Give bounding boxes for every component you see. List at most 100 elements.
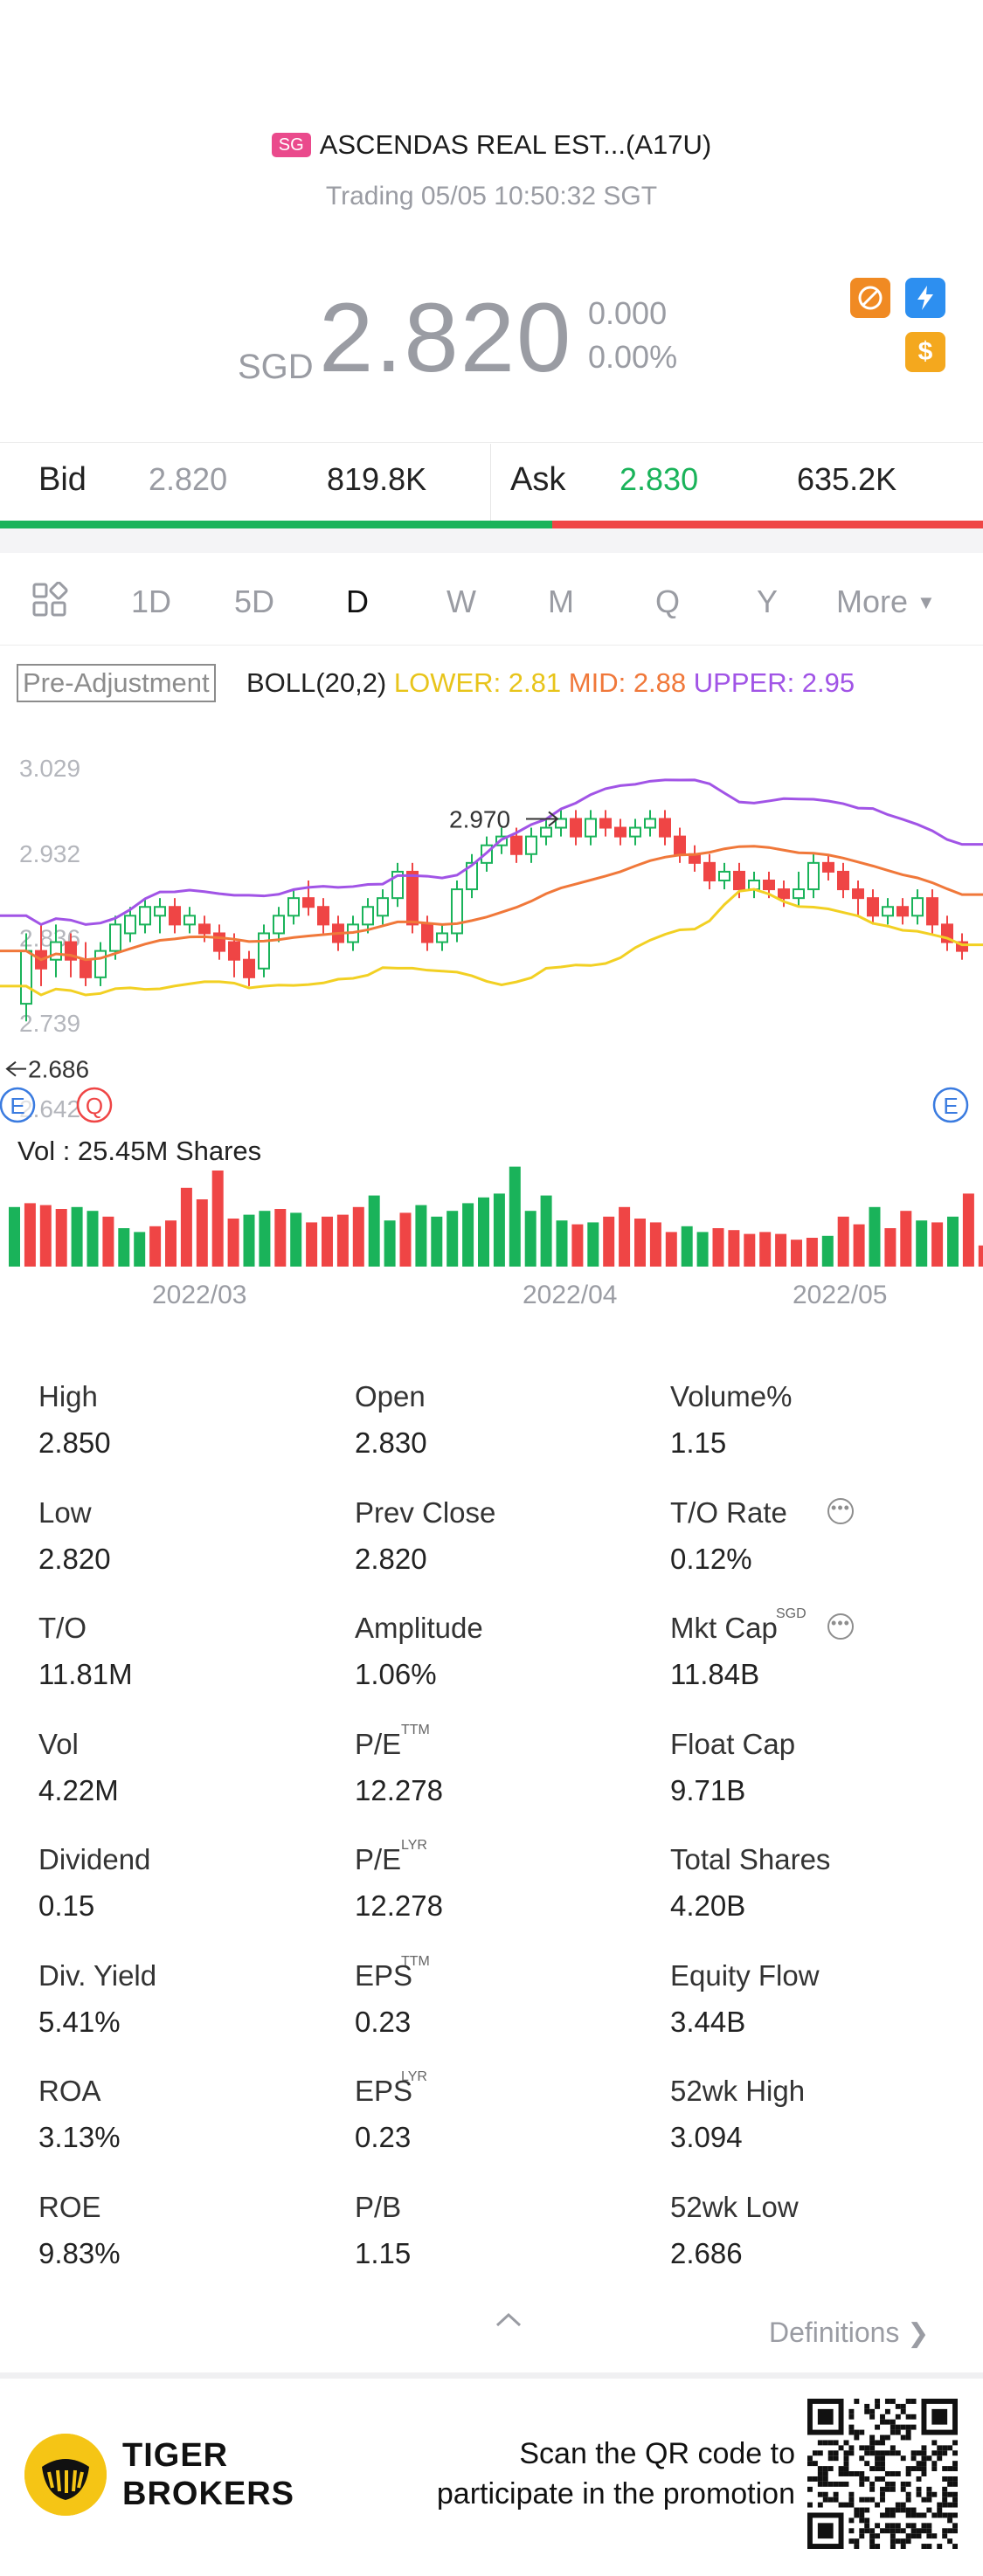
qr-module (916, 2486, 922, 2492)
stat-label: T/O (38, 1612, 87, 1644)
qr-module (875, 2450, 881, 2456)
candle-body (867, 897, 879, 917)
qr-module (859, 2445, 865, 2451)
qr-module (900, 2507, 906, 2513)
tab-q[interactable]: Q (655, 584, 681, 619)
candle-body (50, 941, 62, 961)
qr-module (807, 2476, 813, 2482)
qr-module (952, 2528, 958, 2534)
volume-bar (587, 1222, 599, 1267)
boll-mid-line (0, 845, 983, 962)
tab-m[interactable]: M (548, 584, 574, 619)
qr-module (952, 2450, 958, 2456)
qr-module (827, 2450, 834, 2456)
more-info-icon[interactable]: ••• (827, 1613, 854, 1640)
qr-module (947, 2528, 953, 2534)
tab-1d[interactable]: 1D (131, 584, 172, 619)
tab-d[interactable]: D (346, 584, 369, 619)
tab-y[interactable]: Y (757, 584, 779, 619)
qr-module (942, 2466, 948, 2472)
volume-bar (869, 1206, 881, 1267)
candle-body (956, 941, 968, 952)
qr-module (864, 2445, 870, 2451)
stat-superscript: LYR (401, 1838, 427, 1853)
stat-label: Mkt Cap (670, 1612, 778, 1644)
qr-module (875, 2466, 881, 2472)
qr-module (812, 2476, 818, 2482)
qr-module (942, 2486, 948, 2492)
qr-module (916, 2491, 922, 2497)
qr-module (942, 2491, 948, 2497)
stat-label: Amplitude (355, 1612, 483, 1644)
qr-module (864, 2497, 870, 2503)
tab-5d[interactable]: 5D (234, 584, 275, 619)
stat-label: ROE (38, 2190, 101, 2223)
volume-bar (791, 1240, 802, 1267)
qr-module (890, 2523, 896, 2529)
candle-body (406, 870, 419, 926)
ask-size: 635.2K (797, 461, 897, 497)
volume-bar (681, 1226, 693, 1267)
qr-module (822, 2481, 828, 2487)
qr-module (905, 2533, 911, 2539)
qr-module (910, 2424, 917, 2430)
candle-body (837, 870, 849, 891)
volume-bar (447, 1211, 459, 1267)
candle-body (555, 818, 567, 829)
volume-bar (806, 1238, 818, 1267)
qr-module (807, 2461, 813, 2467)
qr-module (900, 2528, 906, 2534)
volume-bar (837, 1216, 849, 1267)
volume-bar (665, 1232, 677, 1267)
chevron-up-icon[interactable] (494, 2303, 523, 2337)
more-info-icon[interactable]: ••• (827, 1497, 854, 1524)
x-label: 2022/03 (152, 1281, 247, 1309)
lightning-icon[interactable] (905, 278, 945, 318)
qr-module (817, 2481, 823, 2487)
tab-w[interactable]: W (447, 584, 476, 619)
candle-body (213, 932, 225, 952)
candle-body (540, 826, 552, 838)
chart-layout-icon[interactable] (31, 581, 68, 623)
stat-label: 52wk Low (670, 2190, 799, 2223)
boll-indicator[interactable]: BOLL(20,2) LOWER: 2.81 MID: 2.88 UPPER: … (246, 667, 855, 699)
candle-body (421, 923, 433, 943)
qr-module (880, 2466, 885, 2472)
qr-module (890, 2533, 896, 2539)
qr-module (884, 2434, 890, 2441)
section-gap (0, 528, 983, 553)
qr-module (817, 2408, 834, 2425)
qr-module (905, 2512, 911, 2518)
qr-module (869, 2450, 876, 2456)
qr-module (905, 2491, 911, 2497)
no-short-icon[interactable] (850, 278, 890, 318)
qr-code (807, 2399, 958, 2549)
qr-module (848, 2408, 855, 2414)
stat-value: 2.820 (38, 1542, 111, 1575)
qr-module (937, 2445, 943, 2451)
qr-module (864, 2450, 870, 2456)
definitions-link[interactable]: Definitions ❯ (769, 2317, 929, 2349)
qr-module (880, 2419, 885, 2425)
market-badge: SG (271, 133, 311, 157)
qr-module (869, 2466, 876, 2472)
qr-module (900, 2486, 906, 2492)
qr-module (859, 2497, 865, 2503)
qr-module (916, 2533, 922, 2539)
dollar-icon[interactable]: $ (905, 332, 945, 372)
qr-module (848, 2445, 855, 2451)
qr-module (869, 2445, 876, 2451)
qr-module (875, 2399, 881, 2404)
qr-module (895, 2471, 901, 2476)
qr-module (822, 2497, 828, 2503)
last-price: 2.820 (319, 283, 573, 392)
stat-label: P/E (355, 1727, 402, 1760)
volume-bar (352, 1206, 364, 1267)
qr-module (890, 2486, 896, 2492)
tab-more[interactable]: More ▼ (836, 584, 936, 620)
promo-text: Scan the QR code to (519, 2437, 795, 2470)
pre-adjustment-button[interactable]: Pre-Adjustment (17, 664, 216, 702)
volume-bar (884, 1228, 896, 1267)
stat-value: 1.15 (670, 1426, 727, 1459)
